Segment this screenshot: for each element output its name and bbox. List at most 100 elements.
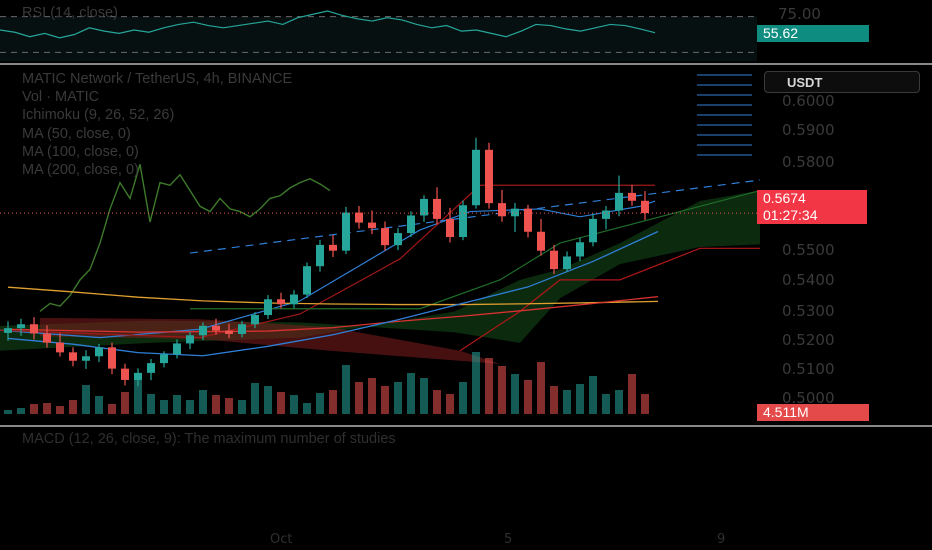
- volume-bar: [264, 386, 272, 414]
- symbol-title: MATIC Network / TetherUS, 4h, BINANCE: [22, 71, 293, 87]
- ichimoku-span-b: [459, 247, 760, 352]
- volume-value-badge: 4.511M: [757, 404, 869, 421]
- volume-bar: [134, 378, 142, 414]
- volume-bar: [186, 400, 194, 414]
- ichimoku-cloud: [0, 190, 760, 364]
- indicator-legend: MATIC Network / TetherUS, 4h, BINANCE Vo…: [22, 70, 292, 179]
- volume-bar: [303, 403, 311, 414]
- volume-bar: [511, 374, 519, 414]
- candle-body: [303, 266, 311, 295]
- volume-bar: [576, 384, 584, 414]
- volume-bar: [420, 378, 428, 414]
- candle-body: [459, 205, 467, 238]
- volume-bar: [498, 366, 506, 414]
- rsi-axis-label: 75.00: [778, 5, 821, 23]
- moving-averages: [7, 230, 659, 357]
- legend-volume: Vol · MATIC: [22, 89, 100, 106]
- candle-body: [30, 324, 38, 334]
- price-axis-label: 0.5800: [782, 153, 835, 171]
- volume-bar: [290, 395, 298, 414]
- volume-bar: [537, 362, 545, 414]
- candle-body: [537, 231, 545, 251]
- candle-body: [264, 299, 272, 316]
- candle-body: [147, 363, 155, 373]
- candle-body: [407, 215, 415, 234]
- volume-bar: [69, 400, 77, 414]
- currency-button[interactable]: USDT: [764, 71, 920, 93]
- candle-body: [82, 356, 90, 361]
- rsi-pane: [0, 10, 757, 62]
- volume-bar: [95, 396, 103, 414]
- candle-body: [69, 352, 77, 361]
- candle-body: [160, 354, 168, 364]
- candle-body: [550, 250, 558, 270]
- candle-body: [199, 325, 207, 336]
- ichimoku-base-line: [0, 184, 655, 339]
- candle-body: [121, 368, 129, 380]
- ichimoku-conversion-line: [0, 200, 656, 339]
- volume-bar: [615, 390, 623, 414]
- candle-body: [43, 333, 51, 343]
- candle-body: [511, 208, 519, 217]
- volume-bar: [433, 390, 441, 414]
- candle-body: [173, 343, 181, 355]
- volume-bar: [160, 400, 168, 414]
- candle-body: [589, 218, 597, 243]
- price-axis-label: 0.6000: [782, 92, 835, 110]
- candle-body: [17, 324, 25, 329]
- trend-line: [189, 179, 761, 254]
- candle-body: [316, 244, 324, 267]
- candle-body: [251, 315, 259, 325]
- candle-body: [290, 294, 298, 305]
- volume-bar: [446, 394, 454, 414]
- candle-body: [524, 208, 532, 232]
- candle-body: [381, 228, 389, 246]
- volume-bar: [472, 352, 480, 414]
- candle-body: [108, 347, 116, 369]
- ma-line: [7, 230, 659, 357]
- volume-bar: [17, 408, 25, 414]
- ichimoku-lagging-line: [39, 164, 331, 312]
- macd-title: MACD (12, 26, close, 9): The maximum num…: [22, 431, 396, 447]
- time-axis-label: Oct: [270, 532, 292, 547]
- candle-body: [212, 325, 220, 331]
- volume-bar: [225, 398, 233, 414]
- volume-bar: [251, 383, 259, 414]
- price-axis-label: 0.5100: [782, 360, 835, 378]
- volume-bar: [147, 394, 155, 414]
- candle-body: [342, 212, 350, 251]
- volume-bar: [589, 376, 597, 414]
- volume-bar: [238, 400, 246, 414]
- volume-bar: [550, 386, 558, 414]
- volume-bar: [355, 382, 363, 414]
- rsi-band: [0, 16, 757, 62]
- candle-body: [576, 242, 584, 257]
- price-axis-label: 0.5900: [782, 121, 835, 139]
- legend-ma200: MA (200, close, 0): [22, 162, 139, 179]
- candle-body: [134, 372, 142, 380]
- volume-bar: [277, 392, 285, 414]
- volume-bar: [108, 404, 116, 414]
- legend-ma50: MA (50, close, 0): [22, 125, 131, 142]
- candles: [0, 137, 757, 387]
- volume-bar: [602, 394, 610, 414]
- volume-bar: [30, 404, 38, 414]
- countdown-badge: 01:27:34: [757, 207, 867, 224]
- candle-body: [56, 342, 64, 353]
- candle-body: [368, 222, 376, 229]
- legend-ma100: MA (100, close, 0): [22, 143, 139, 160]
- candle-body: [472, 149, 480, 206]
- candle-body: [329, 244, 337, 251]
- volume-bar: [459, 382, 467, 414]
- volume-bar: [394, 382, 402, 414]
- last-price-badge: 0.5674: [757, 190, 867, 207]
- axes: 0.6000 0.5900 0.5800 0.5500 0.5400 0.5300 0.52…: [0, 5, 932, 547]
- volume-bars: [4, 352, 649, 414]
- candle-body: [433, 198, 441, 219]
- candle-body: [186, 335, 194, 344]
- volume-bar: [485, 358, 493, 414]
- ma-line: [7, 286, 659, 306]
- rsi-title: RSI (14, close): [22, 5, 118, 21]
- candle-body: [641, 200, 649, 214]
